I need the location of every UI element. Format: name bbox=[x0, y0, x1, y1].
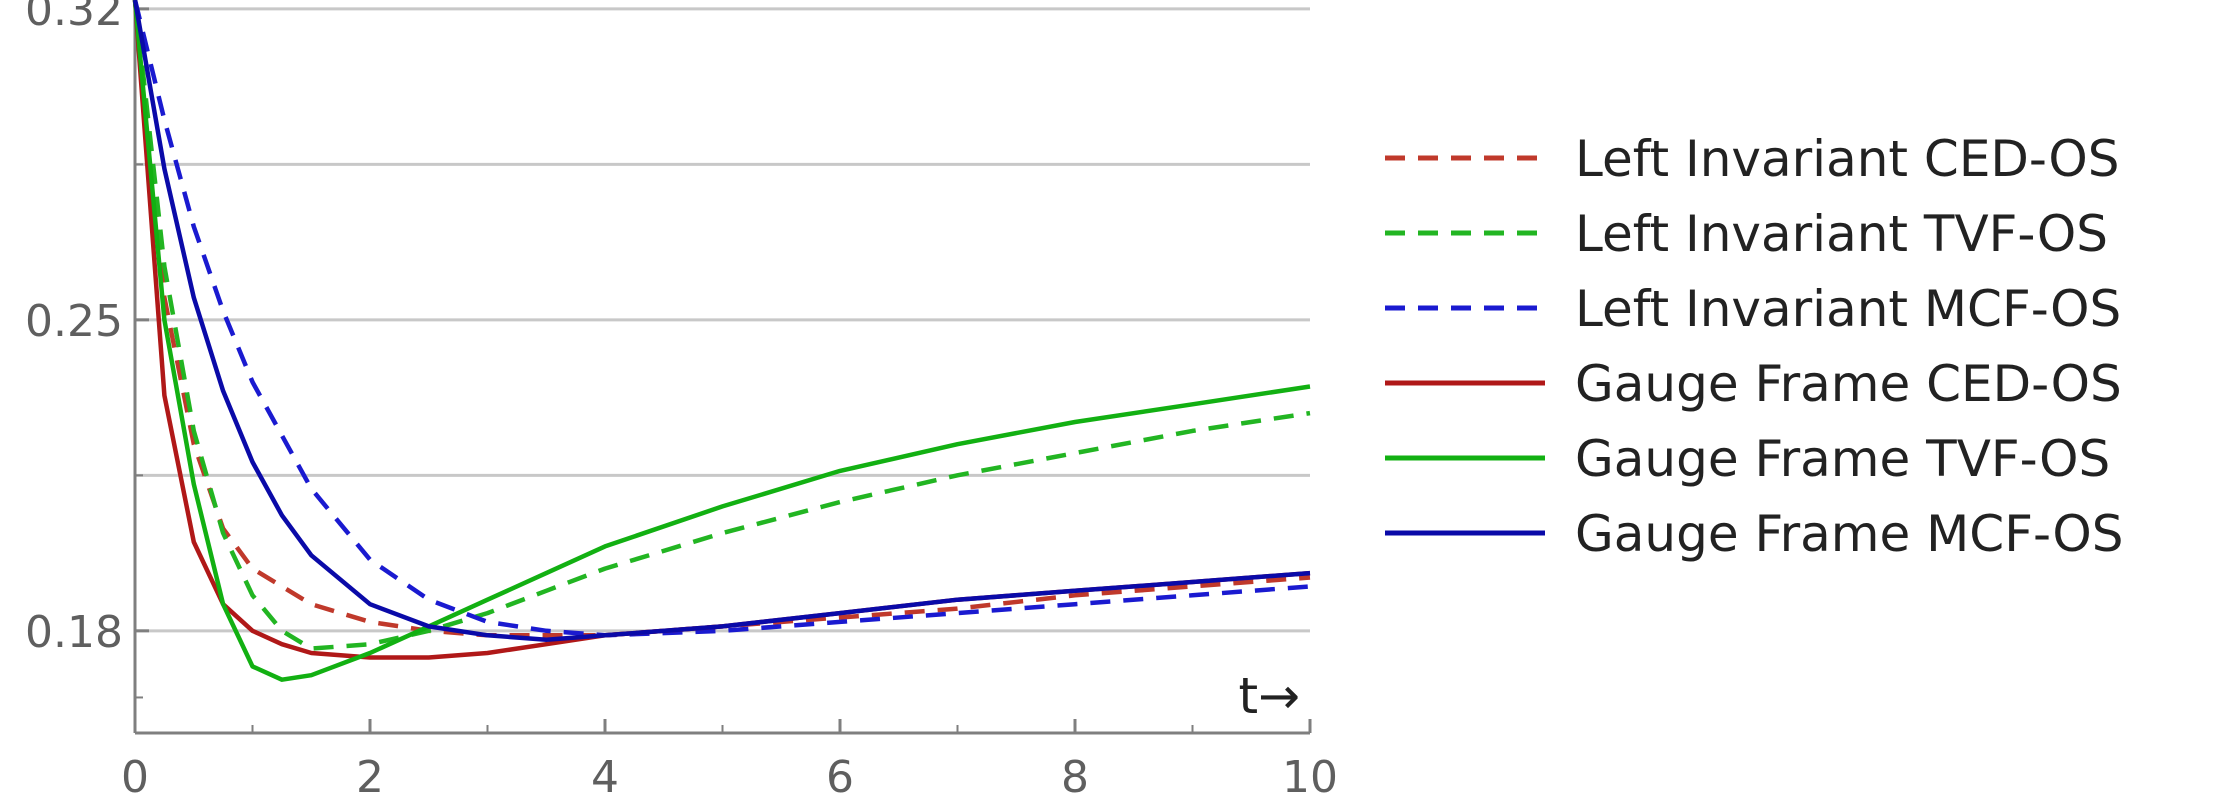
y-tick-label: 0.18 bbox=[25, 607, 123, 658]
series-lines bbox=[132, 0, 1311, 682]
series-line-4 bbox=[132, 0, 1311, 660]
x-tick-label: 4 bbox=[591, 752, 619, 794]
gridlines bbox=[135, 7, 1310, 633]
x-tick-label: 6 bbox=[826, 752, 854, 794]
y-tick-label: 0.25 bbox=[25, 296, 123, 347]
series-line-2 bbox=[132, 0, 1311, 651]
legend-label: Left Invariant MCF-OS bbox=[1575, 280, 2121, 338]
x-tick-label: 10 bbox=[1282, 752, 1338, 794]
x-axis-title: t→ bbox=[1239, 667, 1301, 725]
legend-label: Left Invariant TVF-OS bbox=[1575, 205, 2108, 263]
legend-label: Gauge Frame MCF-OS bbox=[1575, 505, 2124, 563]
series-line-5 bbox=[132, 0, 1311, 682]
series-line-3 bbox=[132, 0, 1311, 638]
x-tick-label: 2 bbox=[356, 752, 384, 794]
series-line-6 bbox=[132, 0, 1311, 642]
x-tick-label: 0 bbox=[121, 752, 149, 794]
legend-label: Left Invariant CED-OS bbox=[1575, 130, 2119, 188]
series-line-1 bbox=[132, 0, 1311, 638]
legend-label: Gauge Frame TVF-OS bbox=[1575, 430, 2110, 488]
y-tick-label: 0.32 bbox=[25, 0, 123, 36]
x-tick-label: 8 bbox=[1061, 752, 1089, 794]
legend: Left Invariant CED-OS Left Invariant TVF-… bbox=[1385, 130, 2124, 563]
legend-label: Gauge Frame CED-OS bbox=[1575, 355, 2122, 413]
axes: 0 2 4 6 8 10 0.18 0.25 0.32 bbox=[25, 0, 1338, 794]
